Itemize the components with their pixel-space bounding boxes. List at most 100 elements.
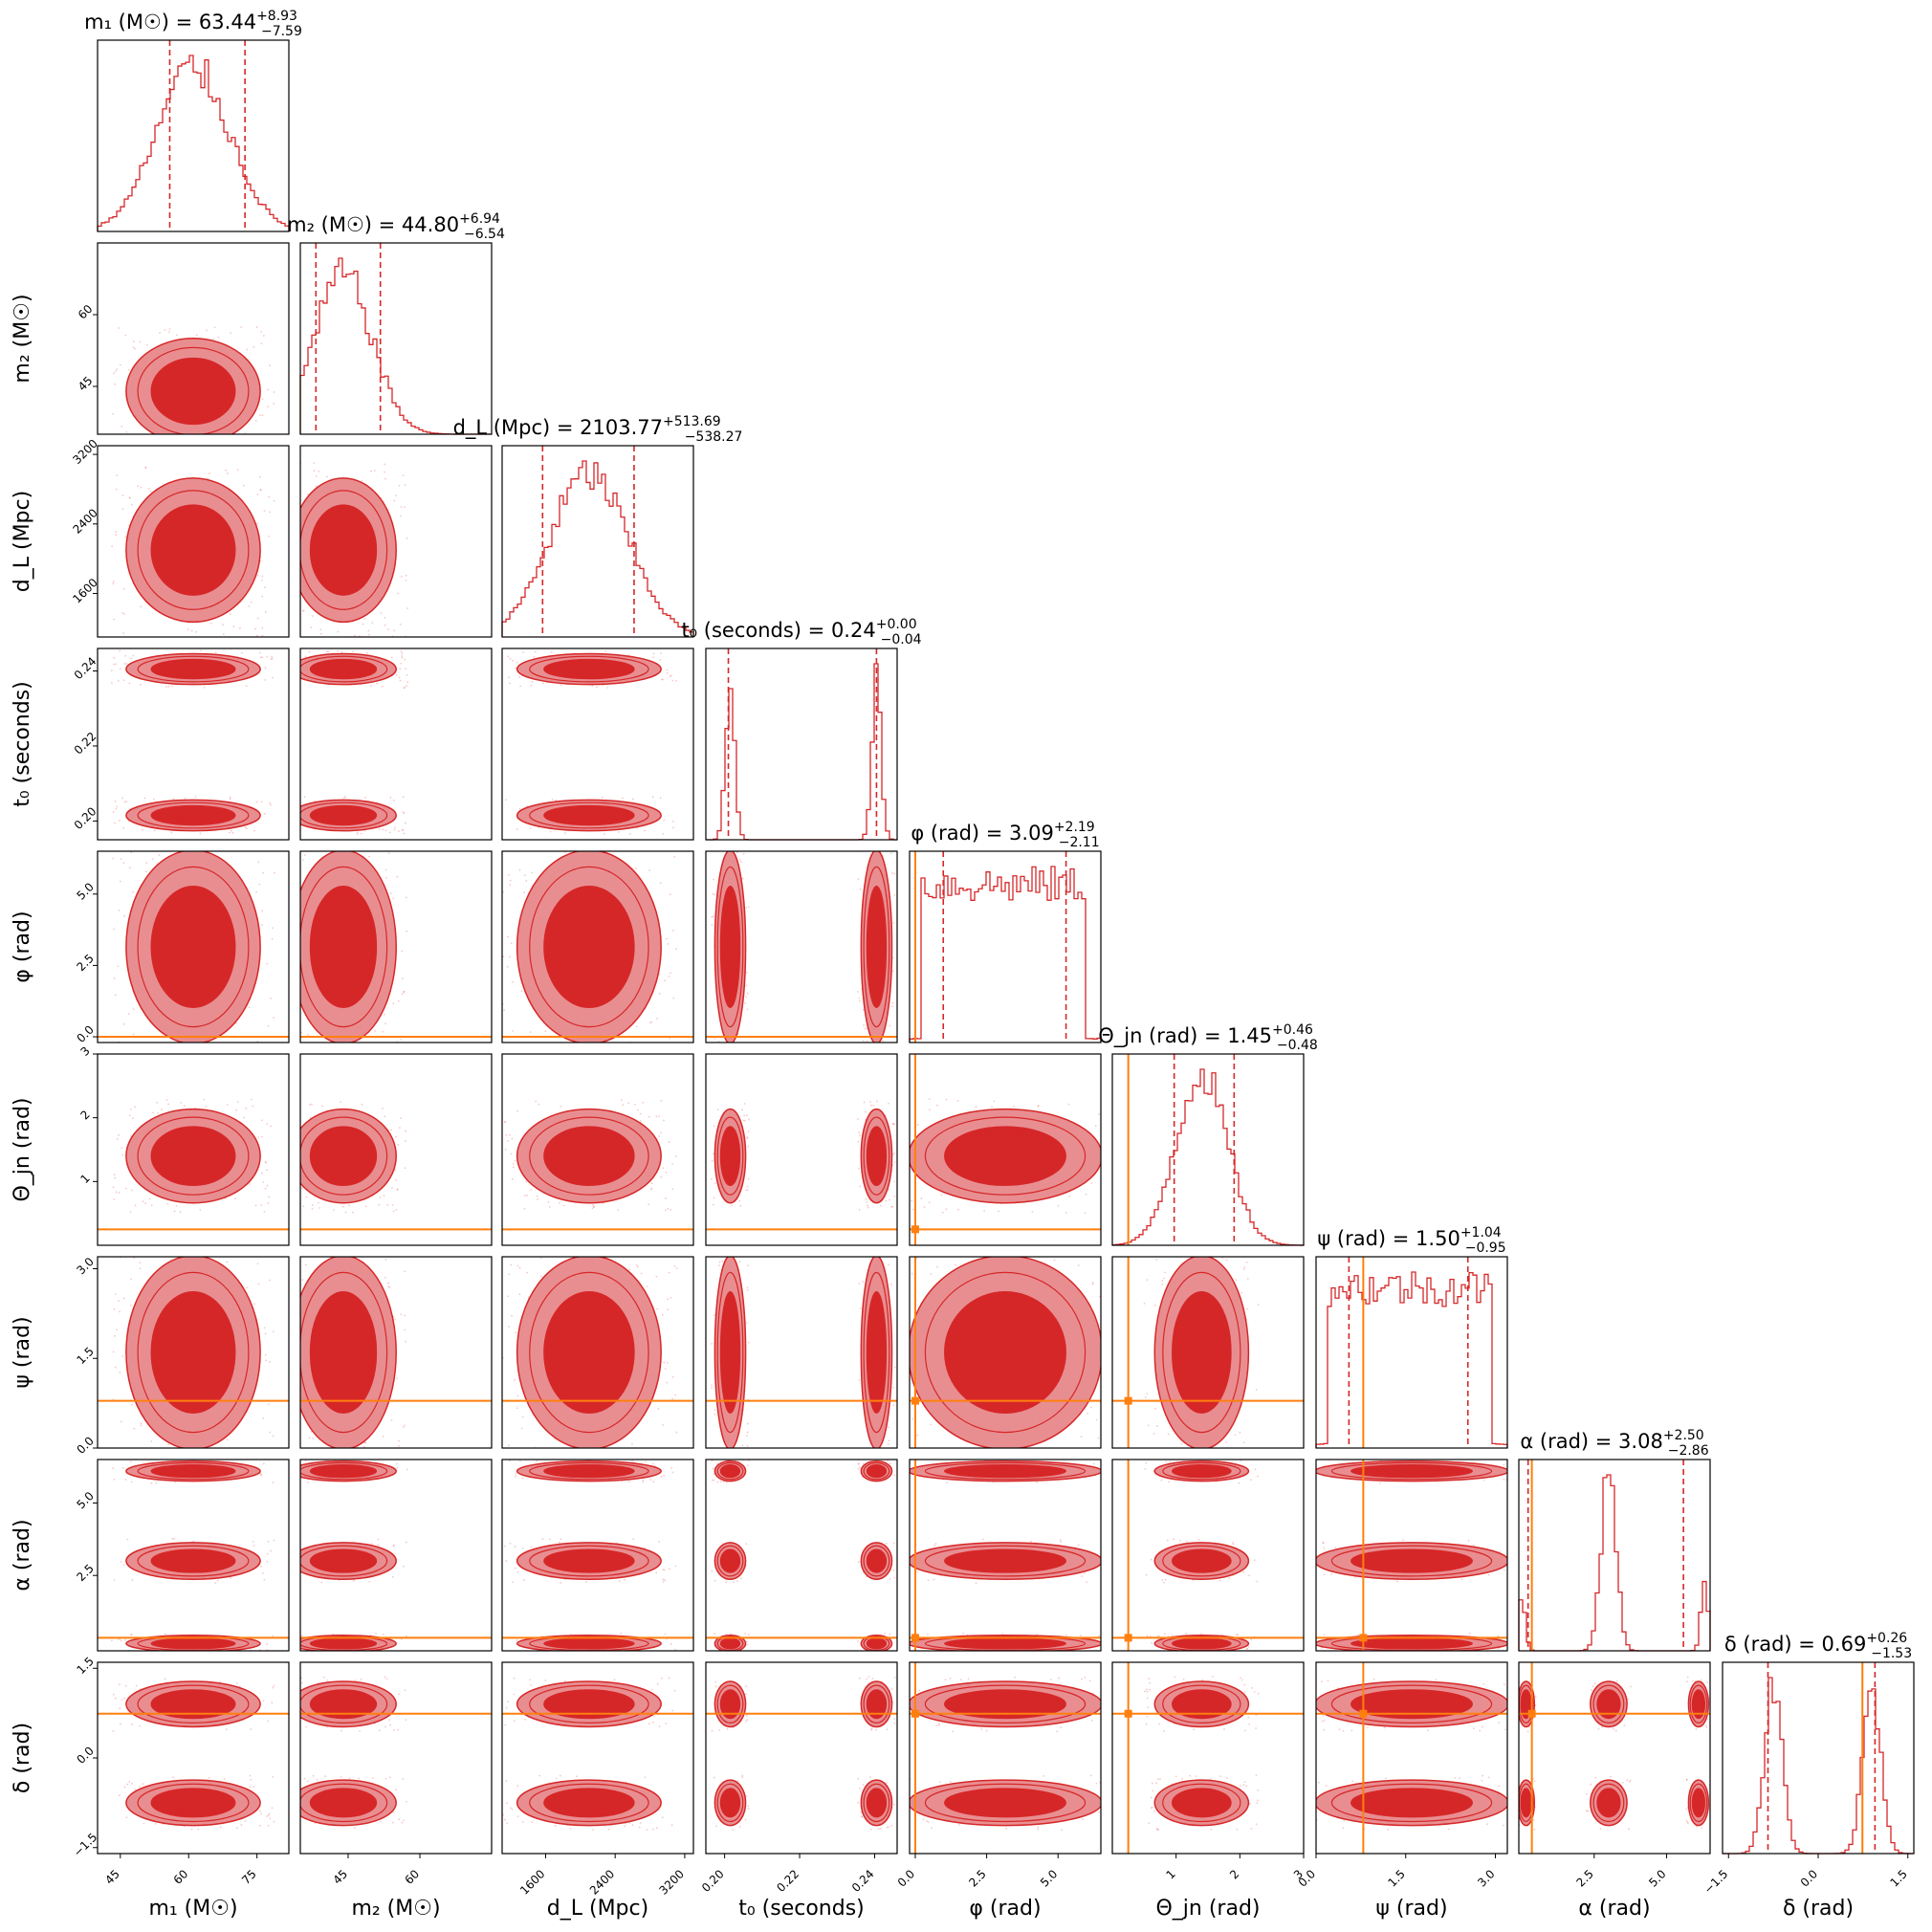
sample-point	[333, 1209, 335, 1211]
sample-point	[406, 537, 408, 539]
sample-point	[1043, 1652, 1044, 1654]
sample-point	[136, 444, 138, 446]
panel-frame	[705, 1256, 898, 1449]
sample-point	[264, 1332, 267, 1335]
sample-point	[1060, 1726, 1062, 1728]
sample-point	[650, 1187, 653, 1190]
sample-point	[1080, 1436, 1083, 1438]
sample-point	[512, 980, 514, 983]
sample-point	[673, 1264, 676, 1267]
sample-point	[117, 680, 120, 682]
sample-point	[223, 1052, 225, 1054]
sample-point	[674, 1155, 677, 1157]
sample-point	[857, 1802, 859, 1804]
sample-point	[530, 1189, 533, 1191]
sample-point	[395, 1135, 397, 1138]
sample-point	[746, 1464, 749, 1467]
sample-point	[403, 832, 406, 835]
sample-point	[1516, 1636, 1518, 1638]
sample-point	[888, 1102, 889, 1105]
sample-point	[403, 990, 406, 993]
sample-point	[898, 1192, 900, 1194]
sample-point	[926, 1819, 929, 1822]
contour-inner	[944, 1689, 1066, 1720]
sample-point	[122, 862, 125, 865]
sample-point	[550, 1044, 552, 1046]
sample-point	[402, 811, 405, 814]
sample-point	[955, 1263, 956, 1266]
sample-point	[555, 799, 558, 801]
sample-point	[562, 1204, 565, 1207]
sample-point	[734, 1245, 735, 1247]
sample-point	[144, 870, 147, 873]
sample-point	[1037, 1828, 1040, 1831]
sample-point	[113, 437, 115, 439]
sample-point	[537, 1198, 539, 1200]
contour-inner	[944, 1126, 1066, 1186]
sample-point	[404, 822, 406, 824]
sample-point	[268, 535, 270, 538]
sample-point	[300, 1031, 302, 1034]
sample-point	[645, 1460, 648, 1463]
sample-point	[113, 657, 116, 659]
sample-point	[248, 604, 251, 607]
sample-point	[525, 879, 528, 882]
sample-point	[392, 1821, 394, 1824]
sample-point	[1037, 1826, 1040, 1829]
sample-point	[899, 1782, 901, 1784]
sample-point	[114, 1293, 117, 1296]
sample-point	[521, 1416, 524, 1418]
sample-point	[297, 1777, 299, 1779]
sample-point	[203, 1098, 206, 1101]
sample-point	[380, 612, 383, 615]
sample-point	[400, 650, 403, 653]
sample-point	[113, 977, 116, 979]
sample-point	[530, 1684, 532, 1686]
sample-point	[266, 1123, 269, 1126]
sample-point	[656, 1018, 658, 1020]
sample-point	[217, 336, 220, 339]
sample-point	[1053, 1259, 1056, 1262]
sample-point	[1153, 1810, 1155, 1812]
sample-point	[390, 1129, 392, 1131]
sample-point	[130, 851, 133, 854]
sample-point	[1144, 1452, 1146, 1454]
sample-point	[294, 1169, 296, 1171]
sample-point	[738, 1261, 741, 1262]
sample-point	[745, 1322, 748, 1324]
sample-point	[533, 1451, 535, 1453]
sample-point	[222, 633, 225, 636]
sample-point	[531, 871, 533, 874]
sample-point	[254, 420, 257, 422]
sample-point	[391, 1043, 393, 1045]
contour-inner	[1172, 1463, 1232, 1479]
sample-point	[669, 675, 671, 677]
sample-point	[142, 1200, 144, 1203]
sample-point	[889, 1462, 891, 1464]
panel-frame	[909, 1053, 1102, 1246]
sample-point	[114, 994, 117, 997]
sample-point	[261, 414, 264, 416]
sample-point	[1077, 1544, 1080, 1547]
sample-point	[503, 1009, 506, 1012]
sample-point	[400, 1039, 402, 1041]
sample-point	[1247, 1716, 1250, 1719]
sample-point	[118, 909, 121, 911]
sample-point	[272, 1482, 274, 1483]
contour-inner	[150, 1291, 236, 1414]
sample-point	[577, 1652, 579, 1654]
sample-point	[507, 1444, 510, 1447]
sample-point	[670, 1209, 672, 1211]
sample-point	[180, 1102, 182, 1104]
sample-point	[1084, 1212, 1087, 1215]
sample-point	[509, 955, 511, 958]
sample-point	[669, 1568, 670, 1570]
sample-point	[405, 1130, 407, 1132]
sample-point	[238, 626, 241, 629]
sample-point	[508, 676, 510, 679]
sample-point	[506, 1802, 509, 1805]
sample-point	[271, 1701, 274, 1704]
sample-point	[1043, 1774, 1045, 1777]
sample-point	[858, 1131, 861, 1133]
sample-point	[935, 1724, 938, 1726]
